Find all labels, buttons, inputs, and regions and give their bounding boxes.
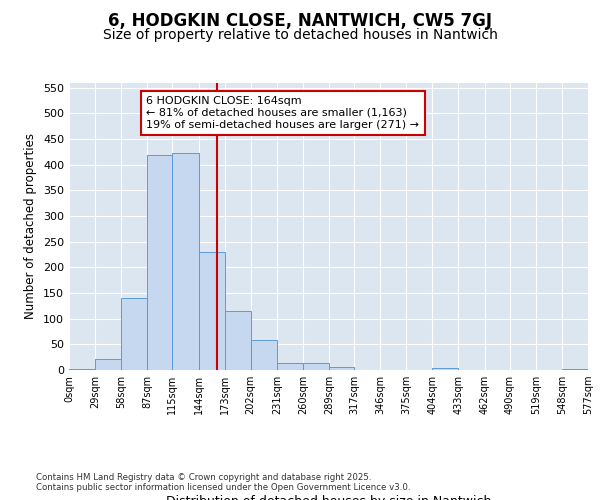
Bar <box>433 368 458 370</box>
Bar <box>121 298 147 370</box>
Bar <box>224 311 251 370</box>
Bar <box>562 369 588 370</box>
Bar <box>251 340 277 370</box>
Bar <box>69 369 95 370</box>
Text: Size of property relative to detached houses in Nantwich: Size of property relative to detached ho… <box>103 28 497 42</box>
Bar <box>199 252 224 370</box>
Bar <box>95 358 121 370</box>
Bar <box>303 364 329 370</box>
Text: 6, HODGKIN CLOSE, NANTWICH, CW5 7GJ: 6, HODGKIN CLOSE, NANTWICH, CW5 7GJ <box>108 12 492 30</box>
Bar <box>172 154 199 370</box>
Bar <box>277 364 303 370</box>
Text: 6 HODGKIN CLOSE: 164sqm
← 81% of detached houses are smaller (1,163)
19% of semi: 6 HODGKIN CLOSE: 164sqm ← 81% of detache… <box>146 96 419 130</box>
Bar <box>147 156 172 370</box>
X-axis label: Distribution of detached houses by size in Nantwich: Distribution of detached houses by size … <box>166 495 491 500</box>
Text: Contains HM Land Registry data © Crown copyright and database right 2025.
Contai: Contains HM Land Registry data © Crown c… <box>36 473 410 492</box>
Y-axis label: Number of detached properties: Number of detached properties <box>25 133 37 320</box>
Bar <box>329 368 354 370</box>
